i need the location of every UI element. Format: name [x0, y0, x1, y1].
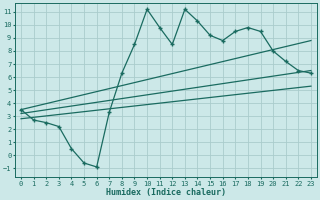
X-axis label: Humidex (Indice chaleur): Humidex (Indice chaleur) — [106, 188, 226, 197]
